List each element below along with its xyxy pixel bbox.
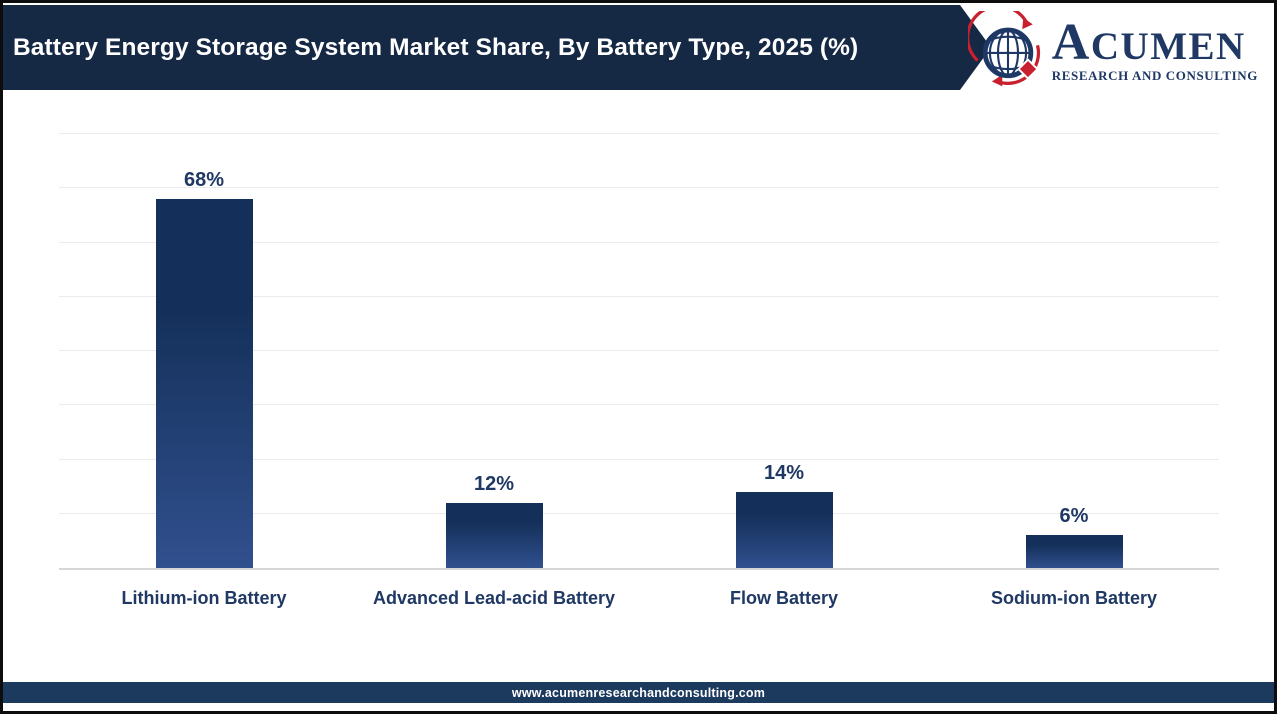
- company-logo: ACUMEN RESEARCH AND CONSULTING: [965, 4, 1258, 96]
- bar-1: [155, 199, 253, 568]
- bar-slots: 68% 12% 14% 6%: [59, 136, 1219, 568]
- bar-slot: 14%: [639, 136, 929, 568]
- bar-2: [445, 502, 543, 568]
- plot-area: 68% 12% 14% 6%: [59, 133, 1219, 570]
- gridline: [59, 350, 1219, 351]
- gridline: [59, 404, 1219, 406]
- category-label: Lithium-ion Battery: [121, 588, 287, 608]
- footer-url: www.acumenresearchandconsulting.com: [511, 685, 766, 700]
- data-label: 14%: [763, 462, 805, 485]
- gridline: [59, 295, 1219, 297]
- data-label: 68%: [183, 169, 225, 192]
- globe-icon: [965, 4, 1048, 96]
- gridline: [59, 187, 1219, 189]
- logo-name: ACUMEN: [1051, 13, 1246, 71]
- gridline: [59, 133, 1219, 134]
- category-label: Flow Battery: [729, 588, 839, 608]
- footer-bar: www.acumenresearchandconsulting.com: [3, 682, 1274, 703]
- category-axis: Lithium-ion Battery Advanced Lead-acid Ba…: [59, 588, 1219, 609]
- bar-slot: 12%: [349, 136, 639, 568]
- gridline: [59, 512, 1219, 514]
- gridline: [59, 241, 1219, 243]
- data-label: 12%: [473, 472, 515, 495]
- logo-text: ACUMEN RESEARCH AND CONSULTING: [1051, 13, 1258, 84]
- category-label: Sodium-ion Battery: [990, 588, 1157, 608]
- bar-slot: 68%: [59, 136, 349, 568]
- category-label: Advanced Lead-acid Battery: [372, 588, 616, 608]
- data-label: 6%: [1059, 505, 1089, 528]
- logo-tagline: RESEARCH AND CONSULTING: [1051, 67, 1258, 83]
- title-banner: Battery Energy Storage System Market Sha…: [3, 5, 991, 90]
- bar-slot: 6%: [929, 136, 1219, 568]
- bar-3: [735, 492, 833, 568]
- bar-4: [1025, 535, 1123, 568]
- page-title: Battery Energy Storage System Market Sha…: [13, 33, 859, 61]
- gridline: [59, 458, 1219, 460]
